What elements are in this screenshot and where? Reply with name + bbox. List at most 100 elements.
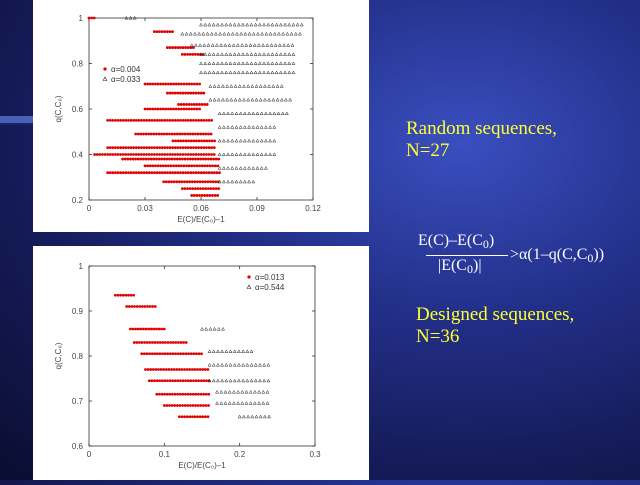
data-point <box>255 125 260 129</box>
data-point <box>165 392 169 396</box>
data-point <box>197 146 201 150</box>
data-point <box>228 349 233 353</box>
data-point <box>240 43 244 47</box>
data-point <box>181 118 185 122</box>
data-point <box>268 138 272 143</box>
data-point <box>210 171 214 175</box>
data-point <box>201 157 205 161</box>
data-point <box>132 293 135 297</box>
data-point <box>195 107 199 111</box>
data-point <box>189 171 193 175</box>
data-point <box>224 362 229 367</box>
data-point <box>261 401 266 405</box>
data-point <box>154 82 157 86</box>
data-point <box>224 378 229 383</box>
data-point <box>171 341 175 344</box>
data-point <box>127 118 130 122</box>
plot-area-0: 0 0.03 0.06 0.09 0.12 0.2 0.4 0.6 0.8 1 E(C)/E(C₀)… <box>54 14 321 224</box>
data-point <box>204 157 208 161</box>
data-point <box>260 31 265 36</box>
data-point <box>238 125 243 129</box>
data-point <box>200 326 204 331</box>
data-point <box>203 164 207 168</box>
data-point <box>195 164 199 168</box>
data-point <box>206 164 209 168</box>
data-point <box>284 97 288 102</box>
data-point <box>160 171 164 175</box>
data-point <box>221 326 225 331</box>
data-point <box>262 362 267 367</box>
data-point <box>232 61 237 65</box>
data-point <box>174 107 178 111</box>
data-point <box>259 138 264 143</box>
data-point <box>211 349 216 353</box>
data-point <box>152 327 156 331</box>
data-point <box>168 404 171 407</box>
data-point <box>191 53 195 56</box>
data-point <box>136 327 140 331</box>
data-point <box>263 125 268 129</box>
data-point <box>263 97 267 102</box>
data-point <box>116 118 120 122</box>
data-point <box>248 401 253 405</box>
data-point <box>214 187 218 191</box>
data-point <box>259 152 264 156</box>
data-point <box>147 157 150 161</box>
data-point <box>250 84 255 88</box>
data-point <box>271 97 276 102</box>
data-point <box>134 132 138 136</box>
data-point <box>186 171 190 175</box>
data-point <box>270 61 275 65</box>
data-point <box>121 171 125 175</box>
data-point <box>145 146 149 150</box>
data-point <box>159 82 162 86</box>
data-point <box>244 401 249 405</box>
data-point <box>254 97 259 102</box>
data-point <box>221 111 226 115</box>
data-point <box>221 97 225 102</box>
data-point <box>214 43 219 47</box>
y-tick-label: 0.2 <box>72 196 84 205</box>
data-point <box>173 46 177 49</box>
data-point <box>270 22 275 27</box>
data-point <box>175 180 179 184</box>
data-point <box>213 164 217 168</box>
data-point <box>263 111 268 115</box>
data-point <box>168 132 171 136</box>
data-point <box>150 118 154 122</box>
data-point <box>253 378 258 383</box>
data-point <box>277 31 281 36</box>
data-point <box>194 171 198 175</box>
data-point <box>278 52 283 56</box>
data-point <box>181 404 184 407</box>
data-point <box>211 70 216 75</box>
data-point <box>151 341 154 344</box>
data-point <box>164 180 168 184</box>
data-point <box>238 179 243 184</box>
formula-denominator: |E(C0)| <box>438 257 482 277</box>
data-point <box>170 368 173 371</box>
data-point <box>207 349 212 353</box>
data-point <box>229 84 234 88</box>
formula-rhs-sub: 0 <box>587 251 594 265</box>
data-point <box>173 379 177 383</box>
data-point <box>168 171 172 175</box>
data-point <box>199 392 203 396</box>
data-point <box>177 103 181 106</box>
data-point <box>128 15 133 20</box>
data-point <box>132 153 135 156</box>
y-tick-label: 0.6 <box>72 105 84 114</box>
data-point <box>174 352 177 356</box>
data-point <box>157 368 160 371</box>
data-point <box>143 164 147 168</box>
data-point <box>212 157 216 161</box>
data-point <box>129 293 133 297</box>
data-point <box>197 31 202 36</box>
data-point <box>220 349 225 353</box>
data-point <box>167 164 170 168</box>
data-point <box>217 138 222 143</box>
data-point <box>283 22 287 27</box>
data-point <box>250 414 255 419</box>
data-point <box>172 82 176 86</box>
data-point <box>237 97 242 102</box>
